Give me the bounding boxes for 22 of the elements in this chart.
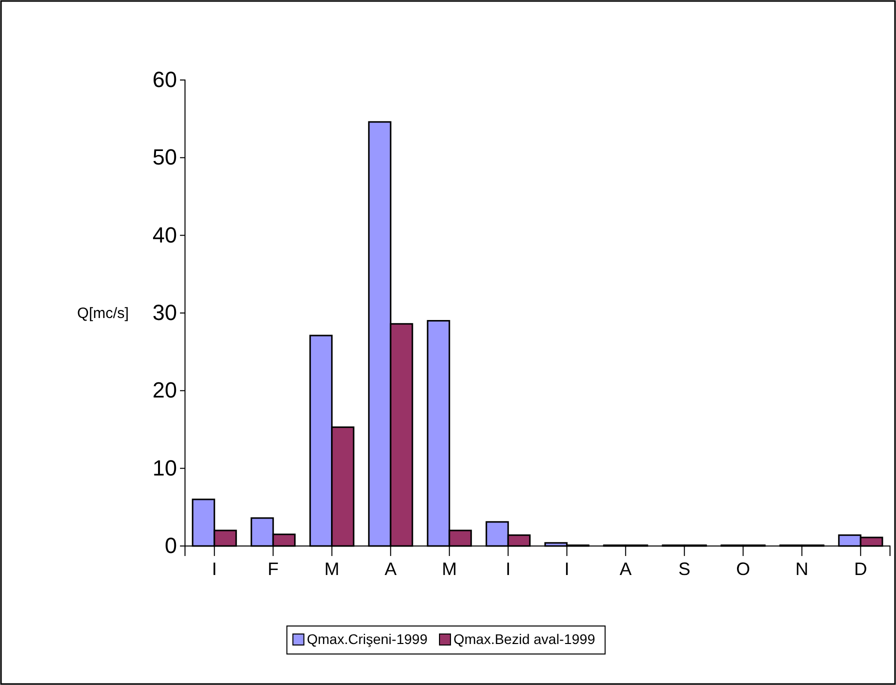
y-axis-title: Q[mc/s] <box>77 305 129 322</box>
y-tick-label: 60 <box>152 67 177 92</box>
y-tick-label: 30 <box>152 300 177 326</box>
y-tick-label: 50 <box>152 144 177 170</box>
legend-label: Qmax.Bezid aval-1999 <box>453 631 596 647</box>
x-tick-label: I <box>506 558 511 579</box>
x-tick-label: I <box>564 558 570 579</box>
y-tick-label: 20 <box>152 378 177 403</box>
x-tick-label: F <box>268 558 279 579</box>
x-tick-label: A <box>384 558 397 579</box>
x-tick-label: S <box>678 558 690 579</box>
y-tick-label: 0 <box>164 533 177 558</box>
x-tick-label: M <box>324 558 340 579</box>
x-tick-label: M <box>442 558 457 579</box>
x-tick-label: N <box>795 558 808 579</box>
x-tick-label: A <box>620 558 632 579</box>
x-tick-label: O <box>736 558 750 579</box>
y-tick-label: 40 <box>152 222 177 248</box>
x-tick-label: D <box>854 558 868 579</box>
legend-label: Qmax.Crişeni-1999 <box>306 631 428 647</box>
x-tick-label: I <box>212 558 217 579</box>
y-tick-label: 10 <box>152 455 177 480</box>
